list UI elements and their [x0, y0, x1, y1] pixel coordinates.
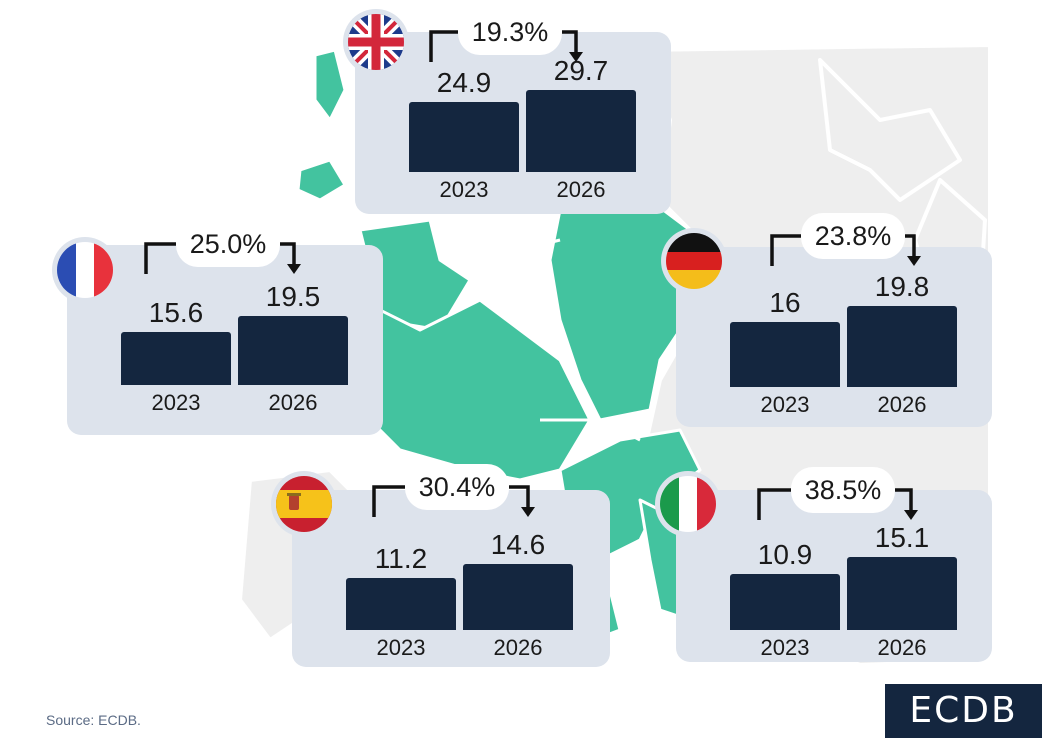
bar-2023 [409, 102, 519, 172]
bar-2026 [847, 306, 957, 387]
france-flag-icon [52, 237, 118, 303]
germany-flag-icon [661, 228, 727, 294]
source-note: Source: ECDB. [46, 712, 141, 728]
year-label: 2023 [439, 177, 489, 202]
bar-2026 [526, 90, 636, 172]
value-label: 15.1 [874, 522, 930, 553]
year-label: 2026 [877, 635, 927, 660]
value-label: 14.6 [490, 529, 546, 560]
year-label: 2026 [493, 635, 543, 660]
bar-2023 [346, 578, 456, 630]
year-label: 2023 [376, 635, 426, 660]
bar-2023 [121, 332, 231, 385]
value-label: 15.6 [148, 297, 204, 328]
bar-2026 [847, 557, 957, 630]
growth-label: 25.0% [176, 221, 280, 267]
spain-flag-icon [271, 471, 337, 537]
growth-label: 38.5% [791, 467, 895, 513]
year-label: 2023 [760, 392, 810, 417]
value-label: 11.2 [374, 543, 428, 574]
value-label: 24.9 [436, 67, 492, 98]
bar-2026 [463, 564, 573, 630]
value-label: 16 [769, 287, 801, 318]
bar-2026 [238, 316, 348, 385]
growth-label: 23.8% [801, 213, 905, 259]
year-label: 2026 [268, 390, 318, 415]
year-label: 2023 [760, 635, 810, 660]
italy-flag-icon [655, 471, 721, 537]
year-label: 2023 [151, 390, 201, 415]
value-label: 19.5 [265, 281, 321, 312]
growth-label: 19.3% [458, 9, 562, 55]
year-label: 2026 [556, 177, 606, 202]
value-label: 29.7 [553, 55, 609, 86]
bar-2023 [730, 322, 840, 387]
uk-flag-icon [343, 9, 409, 75]
value-label: 19.8 [874, 271, 930, 302]
growth-label: 30.4% [405, 464, 509, 510]
ecdb-logo: ECDB [885, 684, 1042, 738]
value-label: 10.9 [757, 539, 813, 570]
year-label: 2026 [877, 392, 927, 417]
bar-2023 [730, 574, 840, 630]
